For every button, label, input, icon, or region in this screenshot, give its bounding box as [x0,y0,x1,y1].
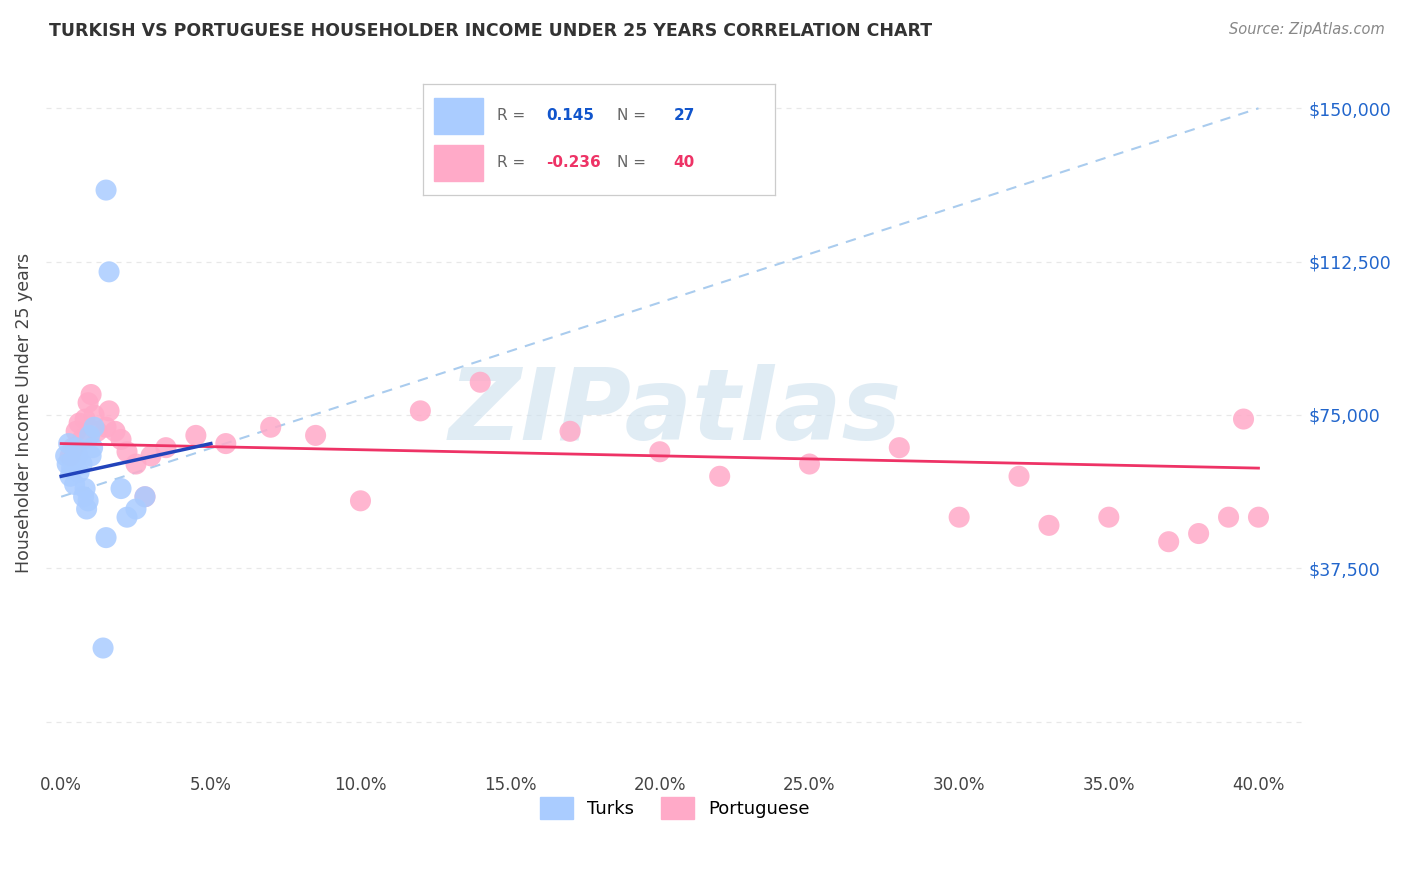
Point [110,433,132,447]
Point [260,420,283,434]
Point [62,441,84,455]
Point [75,412,97,426]
Point [83,408,105,422]
Point [80,387,103,401]
Point [79,428,101,442]
Point [125,502,148,516]
Text: TURKISH VS PORTUGUESE HOUSEHOLDER INCOME UNDER 25 YEARS CORRELATION CHART: TURKISH VS PORTUGUESE HOUSEHOLDER INCOME… [49,22,932,40]
Point [72,490,94,504]
Point [70,457,93,471]
Text: ZIPatlas: ZIPatlas [449,365,901,461]
Point [77,395,100,409]
Point [65,441,87,455]
Point [648,444,671,458]
Point [104,425,127,439]
Point [1157,534,1180,549]
Point [115,510,138,524]
Point [558,425,581,439]
Point [134,490,156,504]
Point [304,428,326,442]
Point [115,444,138,458]
Point [1247,510,1270,524]
Point [65,425,87,439]
Point [1008,469,1031,483]
Point [139,449,162,463]
Point [91,640,114,655]
Point [409,404,432,418]
Point [60,461,83,475]
Point [59,449,82,463]
Point [63,477,86,491]
Point [82,441,104,455]
Point [80,449,103,463]
Point [55,449,77,463]
Point [155,441,177,455]
Point [56,457,79,471]
Point [98,265,121,279]
Point [134,490,156,504]
Point [799,457,821,471]
Point [1218,510,1240,524]
Point [66,449,89,463]
Point [67,416,90,430]
Point [58,436,80,450]
Point [59,469,82,483]
Point [98,404,121,418]
Point [67,465,90,479]
Point [1098,510,1121,524]
Point [94,420,117,434]
Text: Source: ZipAtlas.com: Source: ZipAtlas.com [1229,22,1385,37]
Point [70,433,93,447]
Point [889,441,911,455]
Y-axis label: Householder Income Under 25 years: Householder Income Under 25 years [15,252,32,573]
Point [125,457,148,471]
Point [349,493,371,508]
Point [94,183,117,197]
Point [94,531,117,545]
Point [215,436,238,450]
Point [75,482,97,496]
Point [83,420,105,434]
Point [184,428,207,442]
Point [86,425,108,439]
Point [77,493,100,508]
Point [76,502,98,516]
Point [1232,412,1254,426]
Point [110,482,132,496]
Point [1038,518,1060,533]
Point [709,469,731,483]
Point [1188,526,1211,541]
Legend: Turks, Portuguese: Turks, Portuguese [533,789,817,826]
Point [62,453,84,467]
Point [948,510,970,524]
Point [470,376,492,390]
